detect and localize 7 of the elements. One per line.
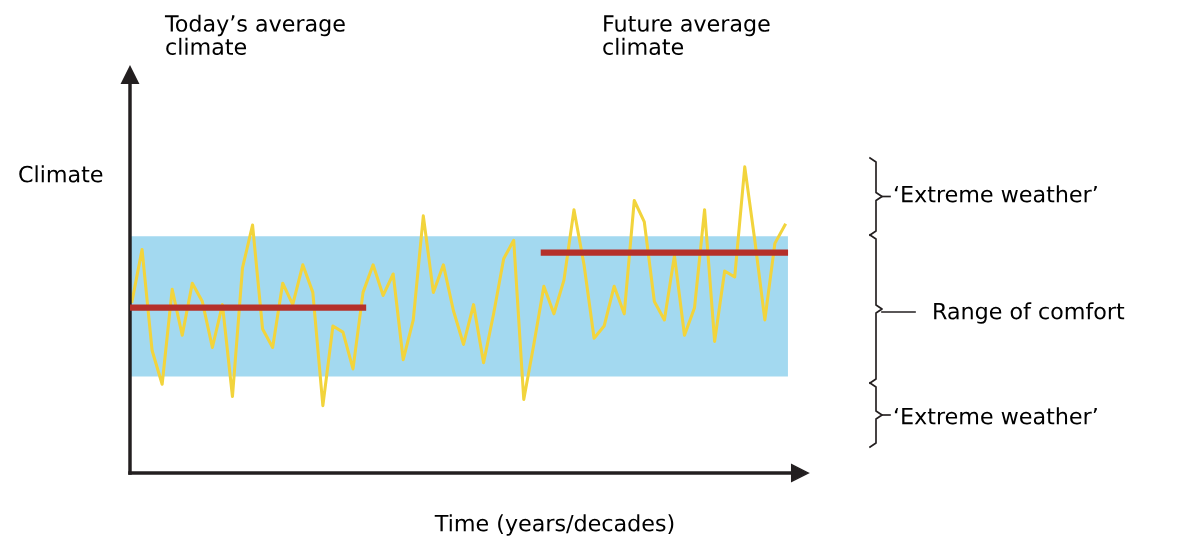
text: ‘Extreme weather’ (894, 185, 1097, 203)
text: Future average climate (603, 15, 770, 56)
x-axis-title: Time (years/decades) (434, 514, 674, 536)
text: Today’s average climate (164, 14, 345, 56)
text: ‘Extreme weather’ (894, 407, 1097, 425)
y-axis-title: Climate (19, 165, 103, 183)
text: Range of comfort (934, 302, 1125, 324)
